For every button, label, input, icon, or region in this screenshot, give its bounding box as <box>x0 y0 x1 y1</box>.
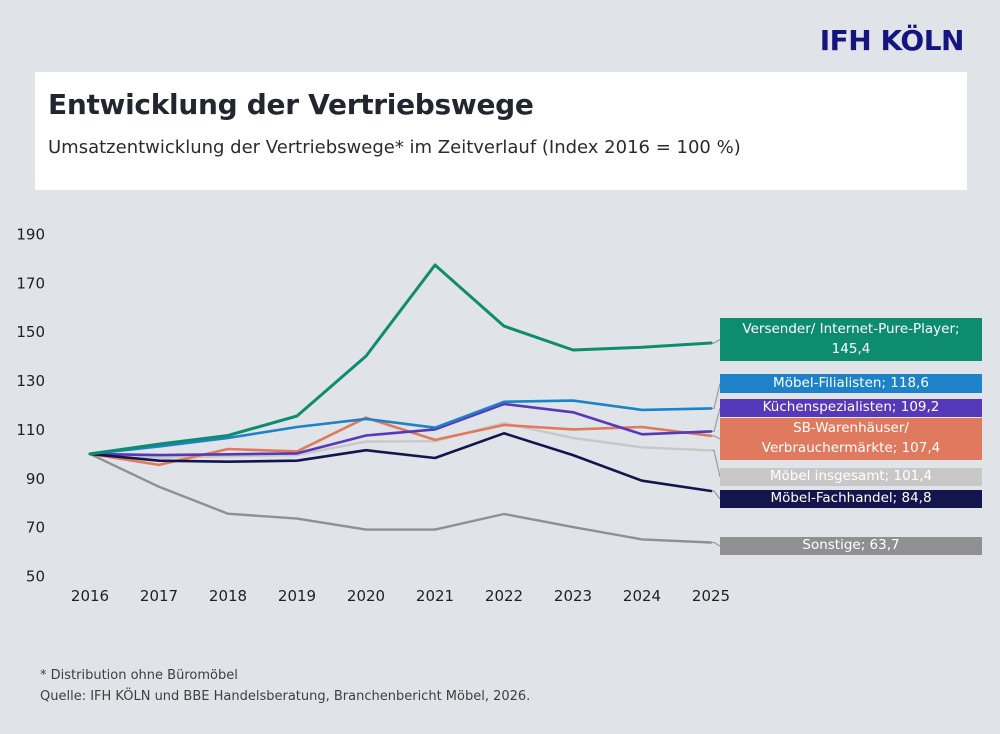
series-line-versender <box>88 263 713 456</box>
y-axis-tick-label: 150 <box>16 323 45 341</box>
x-axis-tick-label: 2024 <box>623 587 661 605</box>
y-axis-tick-label: 110 <box>16 421 45 439</box>
footnote-source: Quelle: IFH KÖLN und BBE Handelsberatung… <box>40 689 531 705</box>
callout-connector-moebel-filialisten <box>711 383 721 409</box>
series-label-versender: Versender/ Internet-Pure-Player; 145,4 <box>720 318 982 361</box>
callout-connector-moebel-insgesamt <box>711 449 721 478</box>
x-axis-tick-label: 2019 <box>278 587 316 605</box>
x-axis-tick-label: 2017 <box>140 587 178 605</box>
footnotes: * Distribution ohne Büromöbel Quelle: IF… <box>40 665 530 707</box>
page-subtitle: Umsatzentwicklung der Vertriebswege* im … <box>48 137 741 158</box>
callout-connector-kuechenspezialisten <box>711 407 721 432</box>
series-label-moebel-insgesamt: Möbel insgesamt; 101,4 <box>720 468 982 486</box>
y-axis-tick-label: 190 <box>16 226 45 244</box>
y-axis-tick-label: 70 <box>26 519 45 537</box>
callout-connector-sonstige <box>711 541 721 547</box>
series-label-text: Möbel-Fachhandel; 84,8 <box>770 490 932 507</box>
x-axis-tick-label: 2025 <box>692 587 730 605</box>
series-line-moebel-fachhandel <box>88 431 713 493</box>
series-label-text: Möbel-Filialisten; 118,6 <box>773 374 929 391</box>
ifh-koeln-logo: IFH KÖLN <box>819 24 965 57</box>
callout-connector-sb-warenhaeuser <box>711 435 721 440</box>
y-axis-tick-label: 170 <box>16 274 45 292</box>
series-label-text: Möbel insgesamt; 101,4 <box>769 468 933 485</box>
series-label-sonstige: Sonstige; 63,7 <box>720 537 982 555</box>
series-label-text: Versender/ Internet-Pure-Player; <box>742 320 960 337</box>
x-axis-tick-label: 2022 <box>485 587 523 605</box>
x-axis-tick-label: 2016 <box>71 587 109 605</box>
page-title: Entwicklung der Vertriebswege <box>48 88 534 121</box>
y-axis-tick-label: 130 <box>16 372 45 390</box>
series-label-kuechenspezialisten: Küchenspezialisten; 109,2 <box>720 399 982 417</box>
series-label-text: Sonstige; 63,7 <box>802 537 900 554</box>
x-axis-tick-label: 2018 <box>209 587 247 605</box>
x-axis-tick-label: 2021 <box>416 587 454 605</box>
callout-connector-moebel-fachhandel <box>711 490 721 500</box>
series-label-text: SB-Warenhäuser/ <box>793 420 909 437</box>
y-axis-tick-label: 90 <box>26 470 45 488</box>
series-label-text: 145,4 <box>831 340 871 357</box>
series-line-moebel-filialisten <box>88 399 713 456</box>
series-line-sonstige <box>88 452 713 544</box>
title-card: Entwicklung der Vertriebswege Umsatzentw… <box>35 72 967 190</box>
series-label-text: Verbrauchermärkte; 107,4 <box>761 440 941 456</box>
x-axis-tick-label: 2020 <box>347 587 385 605</box>
x-axis-tick-label: 2023 <box>554 587 592 605</box>
series-label-moebel-filialisten: Möbel-Filialisten; 118,6 <box>720 374 982 393</box>
series-line-kuechenspezialisten <box>88 402 713 457</box>
y-axis-tick-label: 50 <box>26 568 45 586</box>
series-label-sb-warenhaeuser: SB-Warenhäuser/Verbrauchermärkte; 107,4 <box>720 418 982 460</box>
series-line-sb-warenhaeuser <box>88 416 713 467</box>
footnote-distribution: * Distribution ohne Büromöbel <box>40 668 238 683</box>
series-label-moebel-fachhandel: Möbel-Fachhandel; 84,8 <box>720 490 982 508</box>
series-label-text: Küchenspezialisten; 109,2 <box>762 399 940 416</box>
